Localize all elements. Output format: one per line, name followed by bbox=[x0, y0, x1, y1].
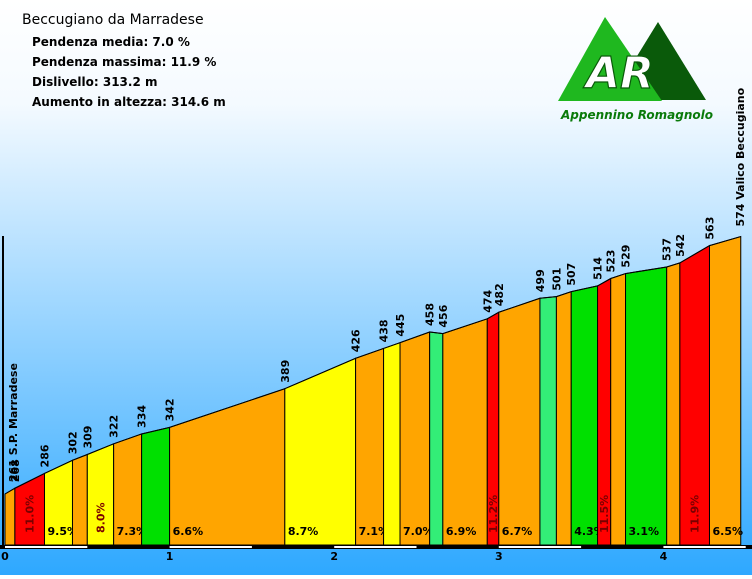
grade-label: 6.6% bbox=[173, 525, 204, 538]
grade-label: 8.0% bbox=[94, 502, 107, 533]
profile-segment bbox=[429, 331, 444, 546]
logo: AR Appennino Romagnolo bbox=[558, 17, 713, 122]
stat-total-climb: Aumento in altezza: 314.6 m bbox=[32, 95, 226, 109]
elevation-label: 334 bbox=[136, 405, 149, 428]
profile-segment bbox=[610, 272, 627, 546]
profile-segment bbox=[666, 262, 681, 546]
end-location-label: 574 Valico Beccugiano bbox=[734, 87, 747, 226]
elevation-label: 507 bbox=[565, 263, 578, 286]
elevation-label: 268 bbox=[9, 459, 22, 482]
profile-segment bbox=[141, 426, 171, 546]
grade-label: 9.5% bbox=[48, 525, 79, 538]
grade-label: 11.0% bbox=[24, 495, 37, 533]
profile-segment bbox=[555, 290, 572, 546]
elevation-label: 542 bbox=[674, 234, 687, 257]
x-tick-label: 3 bbox=[495, 550, 503, 563]
profile-segment bbox=[442, 318, 488, 546]
x-axis-scale-band bbox=[334, 546, 417, 548]
x-tick-label: 1 bbox=[166, 550, 174, 563]
elevation-label: 456 bbox=[437, 304, 450, 327]
grade-label: 7.0% bbox=[403, 525, 434, 538]
elevation-label: 426 bbox=[350, 329, 363, 352]
profile-segment bbox=[355, 347, 385, 546]
x-axis-scale-band bbox=[498, 546, 582, 548]
logo-letters: AR bbox=[583, 48, 654, 99]
profile-segment bbox=[71, 453, 88, 546]
logo-green-mountain-icon bbox=[558, 17, 662, 101]
elevation-label: 482 bbox=[493, 283, 506, 306]
elevation-label: 342 bbox=[164, 398, 177, 421]
elevation-label: 537 bbox=[661, 238, 674, 261]
profile-outline bbox=[4, 236, 741, 495]
grade-label: 7.1% bbox=[359, 525, 390, 538]
elevation-label: 563 bbox=[703, 217, 716, 240]
profile-segment bbox=[399, 331, 431, 546]
logo-caption: Appennino Romagnolo bbox=[560, 108, 713, 122]
elevation-label: 445 bbox=[394, 314, 407, 337]
stat-max-grade: Pendenza massima: 11.9 % bbox=[32, 55, 216, 69]
grade-label: 6.7% bbox=[502, 525, 533, 538]
profile-segment bbox=[383, 341, 401, 546]
grade-label: 8.7% bbox=[288, 525, 319, 538]
x-tick-label: 2 bbox=[330, 550, 338, 563]
elevation-labels: 268 286 302 309 322 334 342 389 426 438 445 458 456 4… bbox=[7, 87, 747, 482]
elevation-label: 523 bbox=[605, 250, 618, 273]
stat-average-grade: Pendenza media: 7.0 % bbox=[32, 35, 190, 49]
elevation-label: 286 bbox=[39, 444, 52, 467]
profile-segment bbox=[708, 235, 742, 546]
profile-area: 11.0% 9.5% 8.0% 7.3% 6.6% 8.7% 7.1% 7.0% 6.9% 11.… bbox=[4, 235, 743, 546]
elevation-label: 458 bbox=[424, 303, 437, 326]
elevation-label: 389 bbox=[279, 360, 292, 383]
grade-label: 11.5% bbox=[598, 495, 611, 533]
elevation-label: 529 bbox=[620, 245, 633, 268]
x-axis-scale-band bbox=[5, 546, 88, 548]
x-tick-label: 4 bbox=[660, 550, 668, 563]
elevation-label: 499 bbox=[534, 269, 547, 292]
stat-elevation-difference: Dislivello: 313.2 m bbox=[32, 75, 158, 89]
elevation-label: 474 bbox=[481, 289, 494, 312]
profile-segment bbox=[625, 266, 668, 546]
profile-segment bbox=[284, 357, 357, 546]
grade-label: 3.1% bbox=[629, 525, 660, 538]
grade-label: 11.2% bbox=[487, 495, 500, 533]
axes: 0 1 2 3 4 bbox=[0, 236, 752, 563]
x-axis-scale-band bbox=[663, 546, 746, 548]
elevation-label: 514 bbox=[592, 257, 605, 280]
profile-segment bbox=[4, 487, 16, 546]
profile-segment bbox=[539, 296, 557, 546]
x-axis-scale-band bbox=[169, 546, 252, 548]
grade-label: 6.9% bbox=[446, 525, 477, 538]
x-tick-label: 0 bbox=[1, 550, 9, 563]
elevation-label: 322 bbox=[108, 415, 121, 438]
elevation-label: 302 bbox=[66, 431, 79, 454]
elevation-label: 501 bbox=[550, 268, 563, 291]
start-location-label: 261 S.P. Marradese bbox=[7, 363, 20, 482]
grade-label: 7.3% bbox=[117, 525, 148, 538]
chart-title: Beccugiano da Marradese bbox=[22, 12, 204, 28]
profile-segment bbox=[570, 285, 599, 546]
grade-label: 11.9% bbox=[689, 495, 702, 533]
elevation-label: 309 bbox=[81, 426, 94, 449]
profile-segment bbox=[498, 297, 541, 546]
grade-label: 6.5% bbox=[712, 525, 743, 538]
elevation-label: 438 bbox=[378, 319, 391, 342]
